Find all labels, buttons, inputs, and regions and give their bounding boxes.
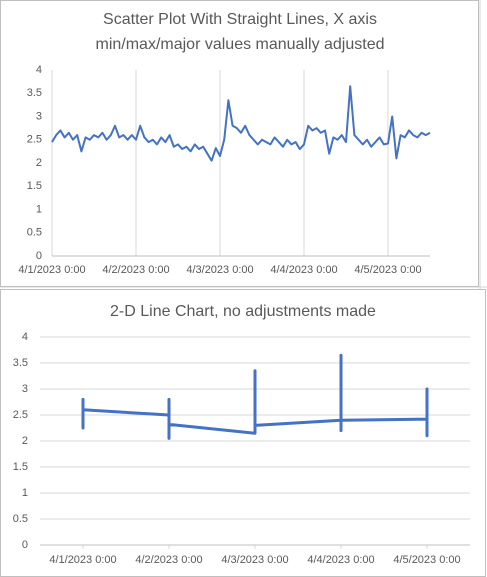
- x-tick-label: 4/2/2023 0:00: [102, 264, 169, 276]
- x-tick-label: 4/5/2023 0:00: [354, 264, 421, 276]
- x-tick-label: 4/1/2023 0:00: [18, 264, 85, 276]
- x-tick-label: 4/4/2023 0:00: [270, 264, 337, 276]
- y-tick-label: 4: [36, 64, 42, 76]
- y-tick-label: 1: [36, 203, 42, 215]
- y-tick-label: 2.5: [13, 409, 28, 421]
- y-tick-label: 0.5: [13, 513, 28, 525]
- series-line: [81, 353, 429, 440]
- x-tick-label: 4/2/2023 0:00: [135, 554, 202, 566]
- y-tick-label: 0.5: [27, 227, 42, 239]
- y-tick-label: 4: [22, 331, 28, 343]
- y-tick-label: 2: [36, 157, 42, 169]
- chart-title: Scatter Plot With Straight Lines, X axis: [103, 11, 377, 28]
- x-tick-label: 4/4/2023 0:00: [307, 554, 374, 566]
- x-tick-label: 4/1/2023 0:00: [49, 554, 116, 566]
- y-tick-label: 2: [22, 435, 28, 447]
- y-tick-label: 3.5: [13, 357, 28, 369]
- x-tick-label: 4/3/2023 0:00: [221, 554, 288, 566]
- y-tick-label: 0: [36, 250, 42, 262]
- y-tick-label: 3: [22, 383, 28, 395]
- y-tick-label: 2.5: [27, 134, 42, 146]
- x-tick-label: 4/3/2023 0:00: [186, 264, 253, 276]
- y-tick-label: 0: [22, 539, 28, 551]
- y-tick-label: 1.5: [13, 461, 28, 473]
- y-tick-label: 1: [22, 487, 28, 499]
- series-line: [51, 85, 431, 162]
- y-tick-label: 3: [36, 110, 42, 122]
- chart-title: 2-D Line Chart, no adjustments made: [110, 303, 376, 320]
- x-tick-label: 4/5/2023 0:00: [393, 554, 460, 566]
- y-tick-label: 3.5: [27, 87, 42, 99]
- chart-title: min/max/major values manually adjusted: [95, 36, 384, 53]
- y-tick-label: 1.5: [27, 180, 42, 192]
